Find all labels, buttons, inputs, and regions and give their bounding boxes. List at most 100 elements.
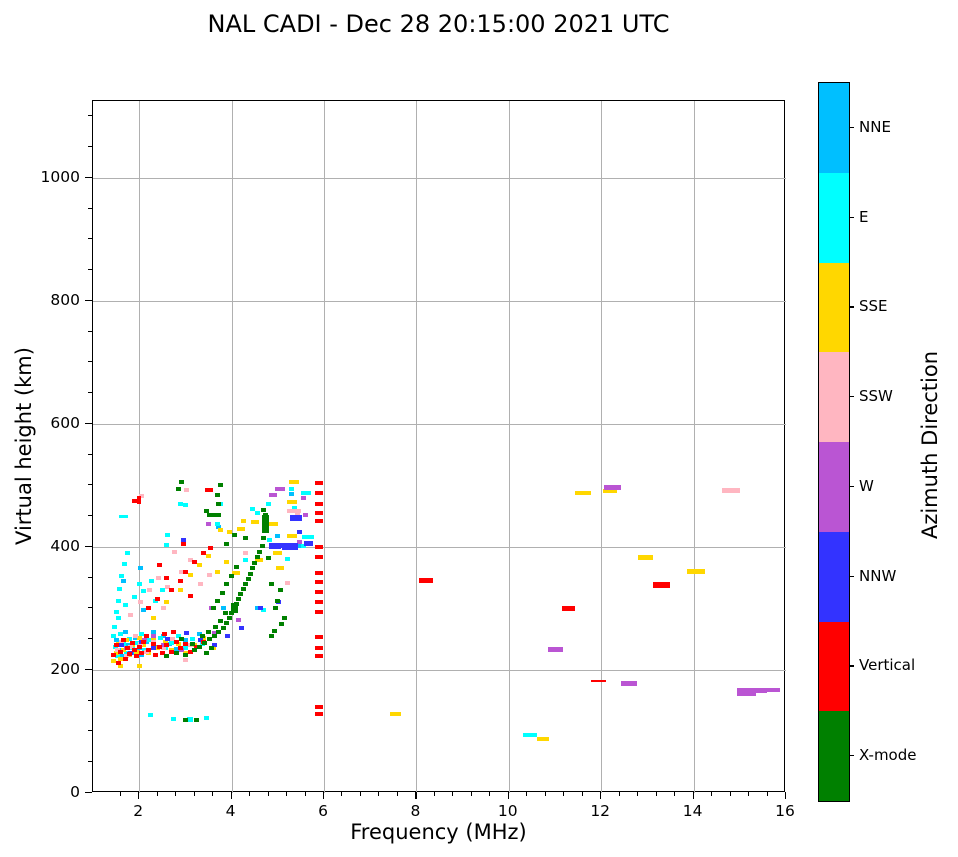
x-minortick: [729, 792, 731, 796]
data-point-SSW: [179, 569, 185, 574]
data-point-X-mode: [245, 576, 251, 581]
gridline-x-6: [324, 101, 325, 793]
data-point-Vertical: [315, 490, 324, 495]
data-point-Vertical: [315, 704, 324, 709]
data-point-SSE: [286, 500, 297, 505]
data-point-NNW: [165, 637, 171, 642]
x-tick-2: [138, 792, 140, 799]
data-point-Vertical: [157, 644, 163, 649]
data-point-E: [116, 615, 122, 620]
x-minortick: [396, 792, 398, 796]
data-point-NNW: [183, 631, 189, 636]
x-tick-10: [507, 792, 510, 799]
data-point-X-mode: [277, 588, 283, 592]
x-tick-label-14: 14: [682, 802, 703, 820]
data-point-Vertical: [315, 589, 324, 594]
data-point-SSE: [218, 528, 223, 533]
gridline-x-2: [139, 101, 141, 793]
colorbar-label: Azimuth Direction: [918, 350, 942, 540]
data-point-E: [148, 578, 154, 583]
data-point-SSE: [224, 560, 230, 565]
data-point-E: [115, 654, 121, 659]
x-minortick: [563, 792, 565, 796]
data-point-Vertical: [315, 580, 324, 585]
y-tick-label-400: 400: [50, 536, 80, 555]
colorbar-segment-X-mode: [819, 711, 849, 801]
data-point-Vertical: [134, 654, 140, 659]
data-point-SSE: [268, 522, 278, 527]
data-point-Vertical: [162, 632, 168, 637]
data-point-SSW: [137, 600, 143, 605]
data-point-NNW: [257, 606, 263, 611]
data-point-NNE: [119, 654, 125, 659]
data-point-Vertical: [315, 599, 324, 604]
y-tick-1000: [85, 176, 92, 179]
data-point-X-mode: [192, 648, 198, 653]
data-point-X-mode: [263, 512, 269, 517]
y-tick-800: [85, 299, 92, 302]
data-point-E: [522, 732, 537, 737]
colorbar-tick-W: [849, 485, 854, 488]
data-point-W: [547, 647, 563, 653]
x-minortick: [267, 792, 269, 796]
gridline-y-200: [93, 669, 786, 671]
data-point-X-mode: [202, 640, 208, 645]
data-point-SSW: [114, 648, 120, 653]
data-point-E: [125, 551, 131, 556]
data-point-X-mode: [179, 480, 185, 485]
data-point-X-mode: [241, 586, 247, 591]
data-point-Vertical: [139, 650, 144, 655]
data-point-NNW: [303, 541, 313, 547]
y-minortick: [88, 361, 92, 363]
data-point-SSW: [242, 551, 248, 556]
data-point-E: [117, 586, 123, 591]
data-point-NNW: [211, 643, 217, 648]
data-point-X-mode: [252, 560, 258, 565]
data-point-Vertical: [171, 629, 177, 634]
data-point-X-mode: [224, 542, 230, 547]
data-point-Vertical: [125, 645, 131, 650]
y-tick-label-200: 200: [50, 659, 80, 678]
data-point-Vertical: [562, 605, 576, 611]
data-point-Vertical: [136, 644, 142, 649]
data-point-Vertical: [132, 499, 138, 504]
colorbar-tick-NNE: [849, 126, 854, 129]
data-point-W: [301, 495, 307, 500]
colorbar-segment-NNE: [819, 83, 849, 173]
data-point-E: [291, 505, 297, 510]
y-tick-label-600: 600: [50, 413, 80, 432]
y-minortick: [88, 484, 92, 486]
data-point-SSE: [187, 572, 193, 577]
data-point-Vertical: [164, 575, 170, 580]
x-minortick: [711, 792, 713, 796]
colorbar-tick-E: [849, 216, 854, 218]
chart-title: NAL CADI - Dec 28 20:15:00 2021 UTC: [207, 10, 670, 38]
data-point-Vertical: [178, 578, 184, 583]
data-point-X-mode: [164, 654, 170, 659]
data-point-SSW: [123, 654, 129, 659]
y-minortick: [88, 453, 92, 455]
data-point-X-mode: [254, 555, 260, 560]
data-point-X-mode: [208, 646, 214, 651]
data-point-SSW: [156, 575, 162, 580]
x-tick-label-10: 10: [497, 802, 518, 820]
colorbar-tick-label-SSW: SSW: [859, 387, 893, 406]
data-point-NNE: [182, 638, 188, 643]
colorbar-segment-W: [819, 442, 849, 532]
data-point-Vertical: [157, 563, 163, 568]
data-point-Vertical: [315, 634, 324, 639]
data-point-SSW: [206, 572, 212, 577]
colorbar: [818, 82, 850, 802]
data-point-Vertical: [315, 544, 324, 549]
data-point-Vertical: [315, 571, 324, 576]
data-point-Vertical: [315, 519, 324, 524]
data-point-X-mode: [233, 564, 239, 569]
data-point-Vertical: [164, 643, 170, 648]
data-point-Vertical: [315, 609, 324, 614]
data-point-Vertical: [155, 597, 161, 602]
data-point-E: [284, 556, 290, 561]
data-point-X-mode: [230, 603, 238, 614]
data-point-W: [269, 492, 278, 497]
data-point-X-mode: [262, 514, 270, 533]
data-point-X-mode: [281, 616, 287, 621]
